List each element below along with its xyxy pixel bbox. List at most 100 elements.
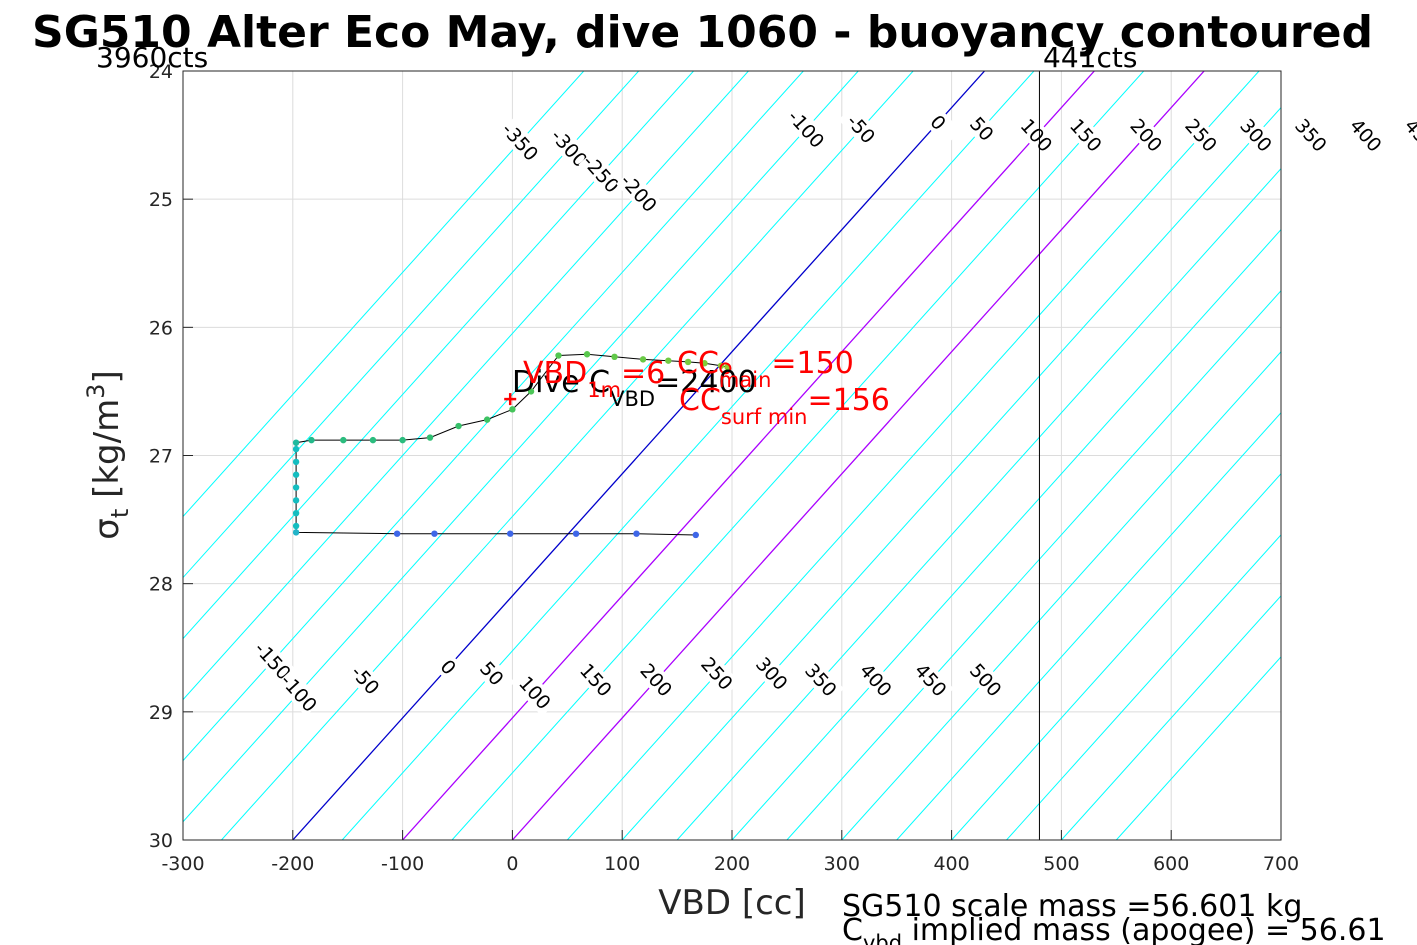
contour-line (183, 71, 640, 579)
dive-track-point (684, 358, 692, 366)
annotation-cc-main: CCmain=150 (677, 346, 854, 392)
contour-label-mask (546, 124, 593, 172)
svg-text:CCsurf min=156: CCsurf min=156 (679, 383, 890, 429)
dive-track-point (292, 497, 300, 504)
contour-label-mask (1343, 111, 1389, 159)
contour-label-mask (783, 104, 830, 153)
x-tick-label: 600 (1153, 853, 1189, 875)
contour-label-mask (963, 656, 1009, 704)
x-tick-label: 400 (933, 853, 969, 875)
x-tick-label: 300 (824, 853, 860, 875)
contour-label-mask (749, 649, 795, 698)
contour-label: 450 (1400, 115, 1417, 157)
contour-label-mask (578, 149, 625, 198)
contour-label-mask (497, 117, 544, 166)
chart-title: SG510 Alter Eco May, dive 1060 - buoyanc… (32, 7, 1373, 58)
x-tick-label: 200 (714, 853, 750, 875)
contour-label-mask (853, 656, 900, 704)
contour-label-mask (838, 104, 885, 153)
dive-track-point (509, 406, 516, 413)
contour-label-mask (798, 656, 845, 704)
dive-track-point (292, 458, 300, 466)
contour-line (676, 167, 1281, 840)
dive-track-point (308, 436, 315, 444)
dive-track-point (292, 439, 300, 446)
footer-implied-mass: Cvbd implied mass (apogee) = 56.61 (842, 913, 1386, 945)
dive-track-point (633, 530, 640, 537)
dive-track-point (292, 471, 300, 478)
dive-track-point (292, 529, 300, 536)
contour-line (566, 71, 1260, 840)
reference-markers (504, 362, 732, 406)
dive-track-point (555, 352, 562, 359)
contour-label-mask (276, 668, 323, 717)
contour-line (621, 106, 1281, 840)
y-tick-label: 27 (149, 446, 173, 468)
x-tick-label: -200 (271, 853, 314, 875)
dive-track-point (483, 416, 491, 423)
y-axis-label: σt [kg/m3] (82, 370, 134, 539)
contour-label-mask (1013, 111, 1060, 159)
contour-line (451, 71, 1145, 840)
dive-track-point (369, 436, 377, 444)
dive-track-point (507, 530, 514, 537)
x-tick-label: -300 (161, 853, 204, 875)
footer-scale-mass: SG510 scale mass =56.601 kg (842, 889, 1302, 924)
dive-track-point (393, 530, 401, 537)
contour-label-mask (1178, 111, 1225, 159)
dive-track-point (639, 356, 647, 363)
dive-track-point (455, 422, 462, 430)
dive-track-point (426, 434, 434, 441)
dive-track-point (527, 388, 535, 395)
contour-label-mask (573, 656, 620, 704)
dive-track-point (611, 353, 618, 361)
contour-label-mask (1123, 111, 1170, 159)
y-tick-label: 25 (149, 189, 173, 211)
y-tick-label: 28 (149, 574, 173, 596)
dive-track-point (431, 530, 438, 537)
buoyancy-contours (183, 71, 1281, 840)
y-tick-label: 24 (149, 61, 173, 83)
y-tick-label: 26 (149, 317, 173, 339)
contour-line (183, 71, 859, 823)
dive-track (292, 351, 731, 539)
contour-line (951, 473, 1281, 840)
contour-label-mask (694, 649, 741, 698)
contour-label-mask (1063, 111, 1109, 159)
contour-line (1115, 656, 1281, 840)
contour-line (1006, 534, 1281, 840)
x-tick-label: 100 (604, 853, 640, 875)
annotation-vbd-1m: VBD1m=6 (523, 356, 665, 402)
dive-track-point (399, 436, 406, 444)
contour-line (183, 71, 804, 762)
contour-line (841, 350, 1281, 840)
x-tick-label: -100 (381, 853, 424, 875)
dive-track-point (665, 357, 672, 364)
dive-track-point (701, 360, 708, 367)
contour-line (511, 71, 1205, 840)
contour-label-mask (915, 98, 962, 146)
svg-text:VBD1m=6: VBD1m=6 (523, 356, 665, 402)
contour-label-mask (342, 656, 389, 704)
dive-track-point (583, 351, 591, 358)
dive-track-point (292, 509, 300, 517)
dive-track-point (572, 530, 580, 537)
contour-line (786, 289, 1281, 840)
contour-line (183, 71, 585, 518)
dive-track-point (340, 436, 347, 444)
contour-label-mask (616, 169, 662, 217)
cc-marker (719, 362, 732, 375)
contour-label-mask (959, 104, 1005, 153)
contour-label-mask (250, 636, 296, 685)
contour-label-mask (512, 668, 559, 717)
annotation-cc-surf-min: CCsurf min=156 (679, 383, 890, 429)
y-tick-label: 29 (149, 702, 173, 724)
contour-label-mask (1233, 111, 1280, 159)
contour-line (896, 412, 1281, 840)
dive-track-point (692, 531, 699, 539)
dive-track-point (292, 445, 300, 453)
contour-label-mask (425, 643, 472, 691)
contour-label-mask (1288, 111, 1335, 159)
contour-line (1061, 595, 1281, 840)
